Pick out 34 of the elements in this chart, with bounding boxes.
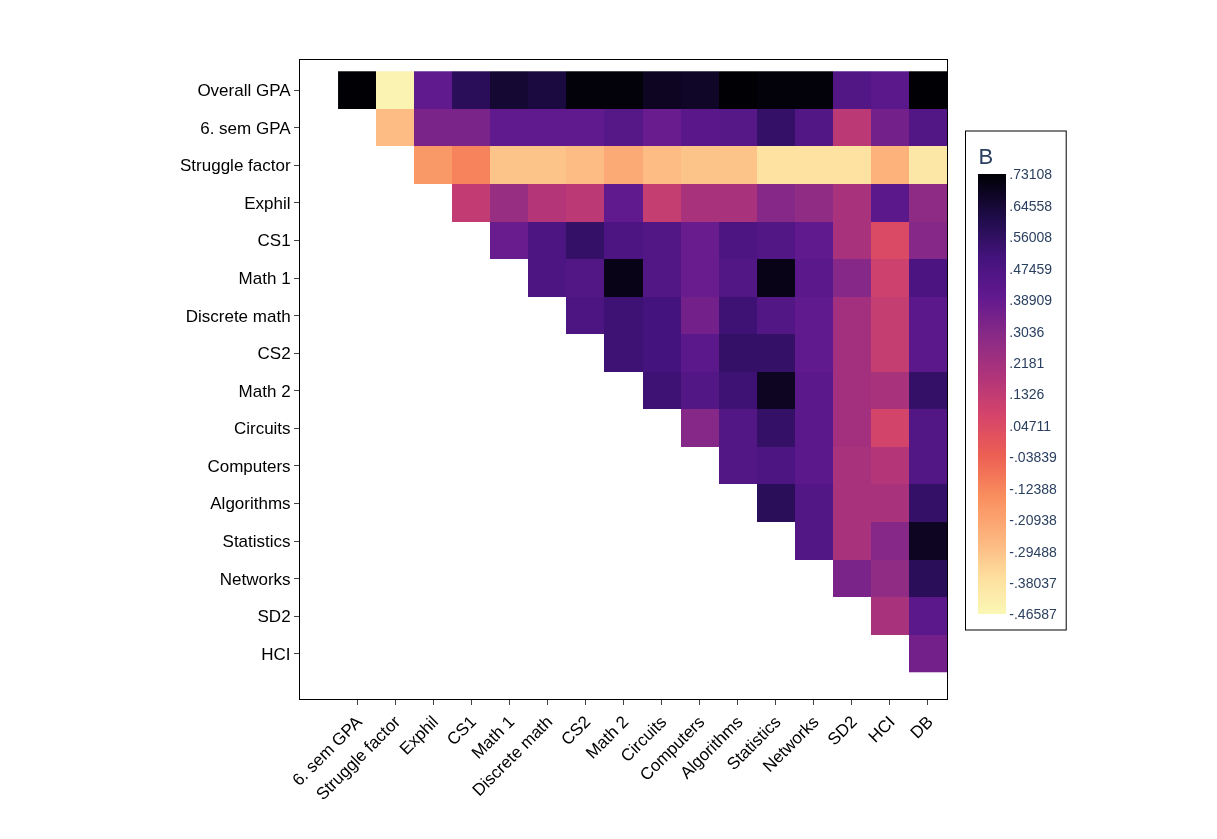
color-bar-label: .47459 [1009,260,1053,277]
y-tick-label: Algorithms [210,494,291,514]
y-tick-label: Computers [207,456,291,476]
y-tick-label: SD2 [257,607,291,627]
color-bar-label: .3036 [1009,323,1045,340]
color-bar-label: -.46587 [1009,606,1057,623]
y-tick-label: Math 2 [238,381,291,401]
color-bar-label: .2181 [1009,354,1045,371]
y-tick-label: Struggle factor [180,156,291,176]
color-bar-label: .56008 [1009,229,1053,246]
y-tick-label: Discrete math [185,306,291,326]
color-bar-label: .04711 [1009,417,1052,434]
color-bar-label: .73108 [1009,166,1053,183]
color-bar-label: -.38037 [1009,574,1057,591]
color-bar-label: .38909 [1009,292,1053,309]
color-bar-label: .1326 [1009,386,1045,403]
y-tick-label: Networks [219,569,291,589]
y-tick-label: Statistics [222,532,291,552]
y-tick-label: Exphil [244,193,291,213]
y-tick-label: Circuits [233,419,291,439]
color-bar-label: -.20938 [1009,512,1057,529]
y-tick-label: Overall GPA [197,81,292,101]
y-tick-label: Math 1 [238,268,291,288]
color-bar-label: -.03839 [1009,449,1057,466]
color-bar-label: -.29488 [1009,543,1057,560]
x-tick-label: DB [906,712,937,743]
color-bar-label: -.12388 [1009,480,1057,497]
color-bar-title: B [978,144,994,169]
y-tick-label: CS2 [257,344,291,364]
y-tick-label: 6. sem GPA [200,118,292,138]
y-tick-label: HCI [261,644,291,664]
x-tick-label: HCI [864,712,899,747]
color-bar-label: .64558 [1009,197,1053,214]
y-tick-label: CS1 [257,231,291,251]
